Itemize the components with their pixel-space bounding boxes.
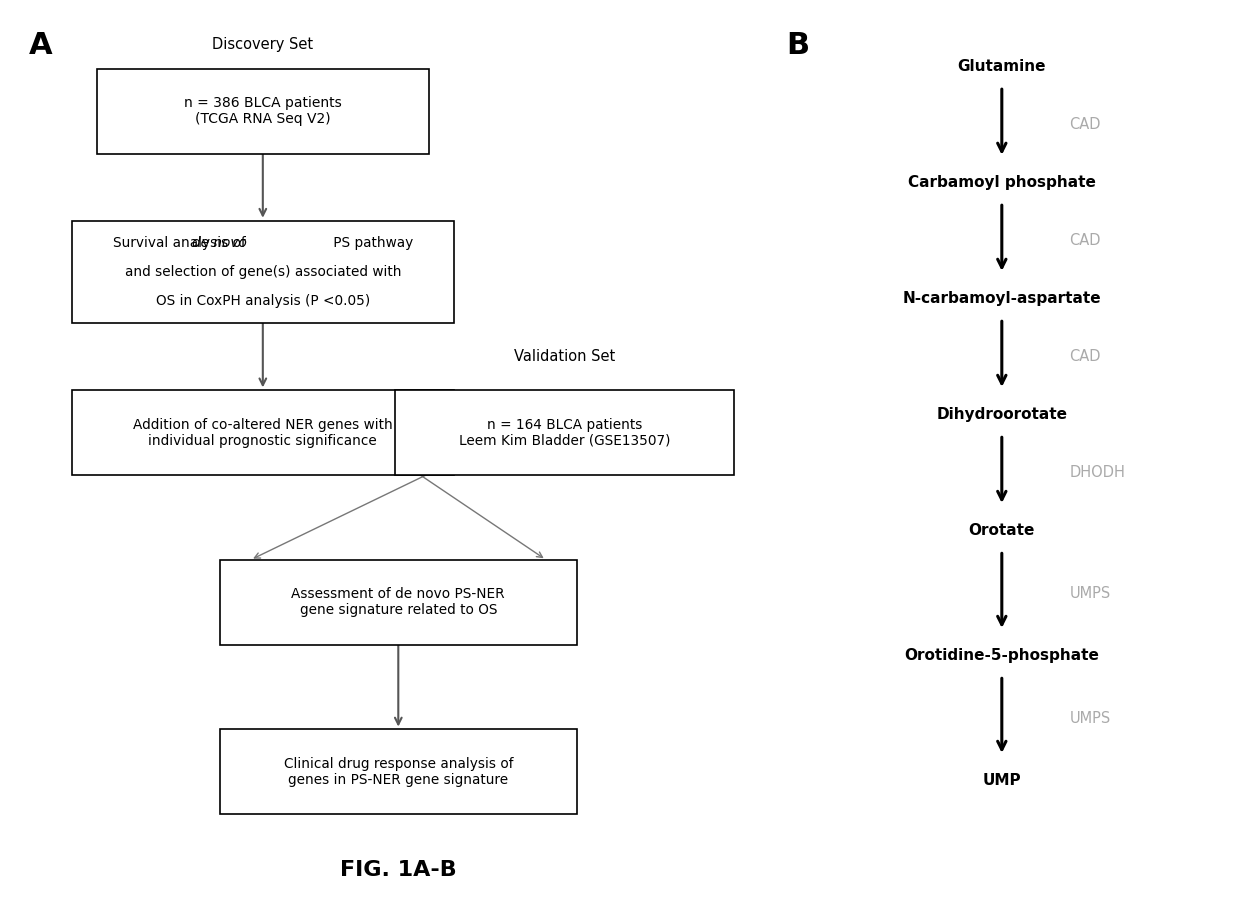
Text: Dihydroorotate: Dihydroorotate [936, 407, 1068, 423]
Text: Discovery Set: Discovery Set [212, 37, 314, 52]
Text: DHODH: DHODH [1070, 465, 1126, 480]
Text: CAD: CAD [1070, 233, 1101, 248]
Text: Carbamoyl phosphate: Carbamoyl phosphate [908, 175, 1096, 190]
Text: FIG. 1A-B: FIG. 1A-B [340, 860, 456, 880]
FancyBboxPatch shape [219, 730, 577, 815]
Text: Orotate: Orotate [968, 523, 1035, 538]
Text: Addition of co-altered NER genes with
individual prognostic significance: Addition of co-altered NER genes with in… [133, 417, 393, 448]
Text: UMPS: UMPS [1070, 586, 1111, 601]
FancyBboxPatch shape [396, 390, 734, 475]
Text: UMP: UMP [982, 773, 1021, 788]
Text: CAD: CAD [1070, 350, 1101, 364]
Text: Glutamine: Glutamine [957, 59, 1047, 74]
FancyBboxPatch shape [72, 221, 454, 323]
Text: Orotidine-5-phosphate: Orotidine-5-phosphate [904, 649, 1099, 663]
FancyBboxPatch shape [97, 68, 429, 154]
Text: Clinical drug response analysis of
genes in PS-NER gene signature: Clinical drug response analysis of genes… [284, 757, 513, 787]
Text: n = 386 BLCA patients
(TCGA RNA Seq V2): n = 386 BLCA patients (TCGA RNA Seq V2) [184, 96, 342, 126]
Text: B: B [786, 31, 810, 60]
Text: OS in CoxPH analysis (P <0.05): OS in CoxPH analysis (P <0.05) [156, 294, 370, 307]
Text: n = 164 BLCA patients
Leem Kim Bladder (GSE13507): n = 164 BLCA patients Leem Kim Bladder (… [459, 417, 671, 448]
Text: A: A [29, 31, 52, 60]
FancyBboxPatch shape [72, 390, 454, 475]
Text: N-carbamoyl-aspartate: N-carbamoyl-aspartate [903, 291, 1101, 306]
Text: CAD: CAD [1070, 117, 1101, 132]
Text: and selection of gene(s) associated with: and selection of gene(s) associated with [124, 265, 401, 279]
Text: Survival analysis of                    PS pathway: Survival analysis of PS pathway [113, 236, 413, 250]
Text: Assessment of de novo PS-NER
gene signature related to OS: Assessment of de novo PS-NER gene signat… [291, 587, 505, 617]
Text: UMPS: UMPS [1070, 711, 1111, 726]
FancyBboxPatch shape [219, 560, 577, 644]
Text: de novo: de novo [192, 236, 247, 250]
Text: Validation Set: Validation Set [513, 350, 615, 364]
